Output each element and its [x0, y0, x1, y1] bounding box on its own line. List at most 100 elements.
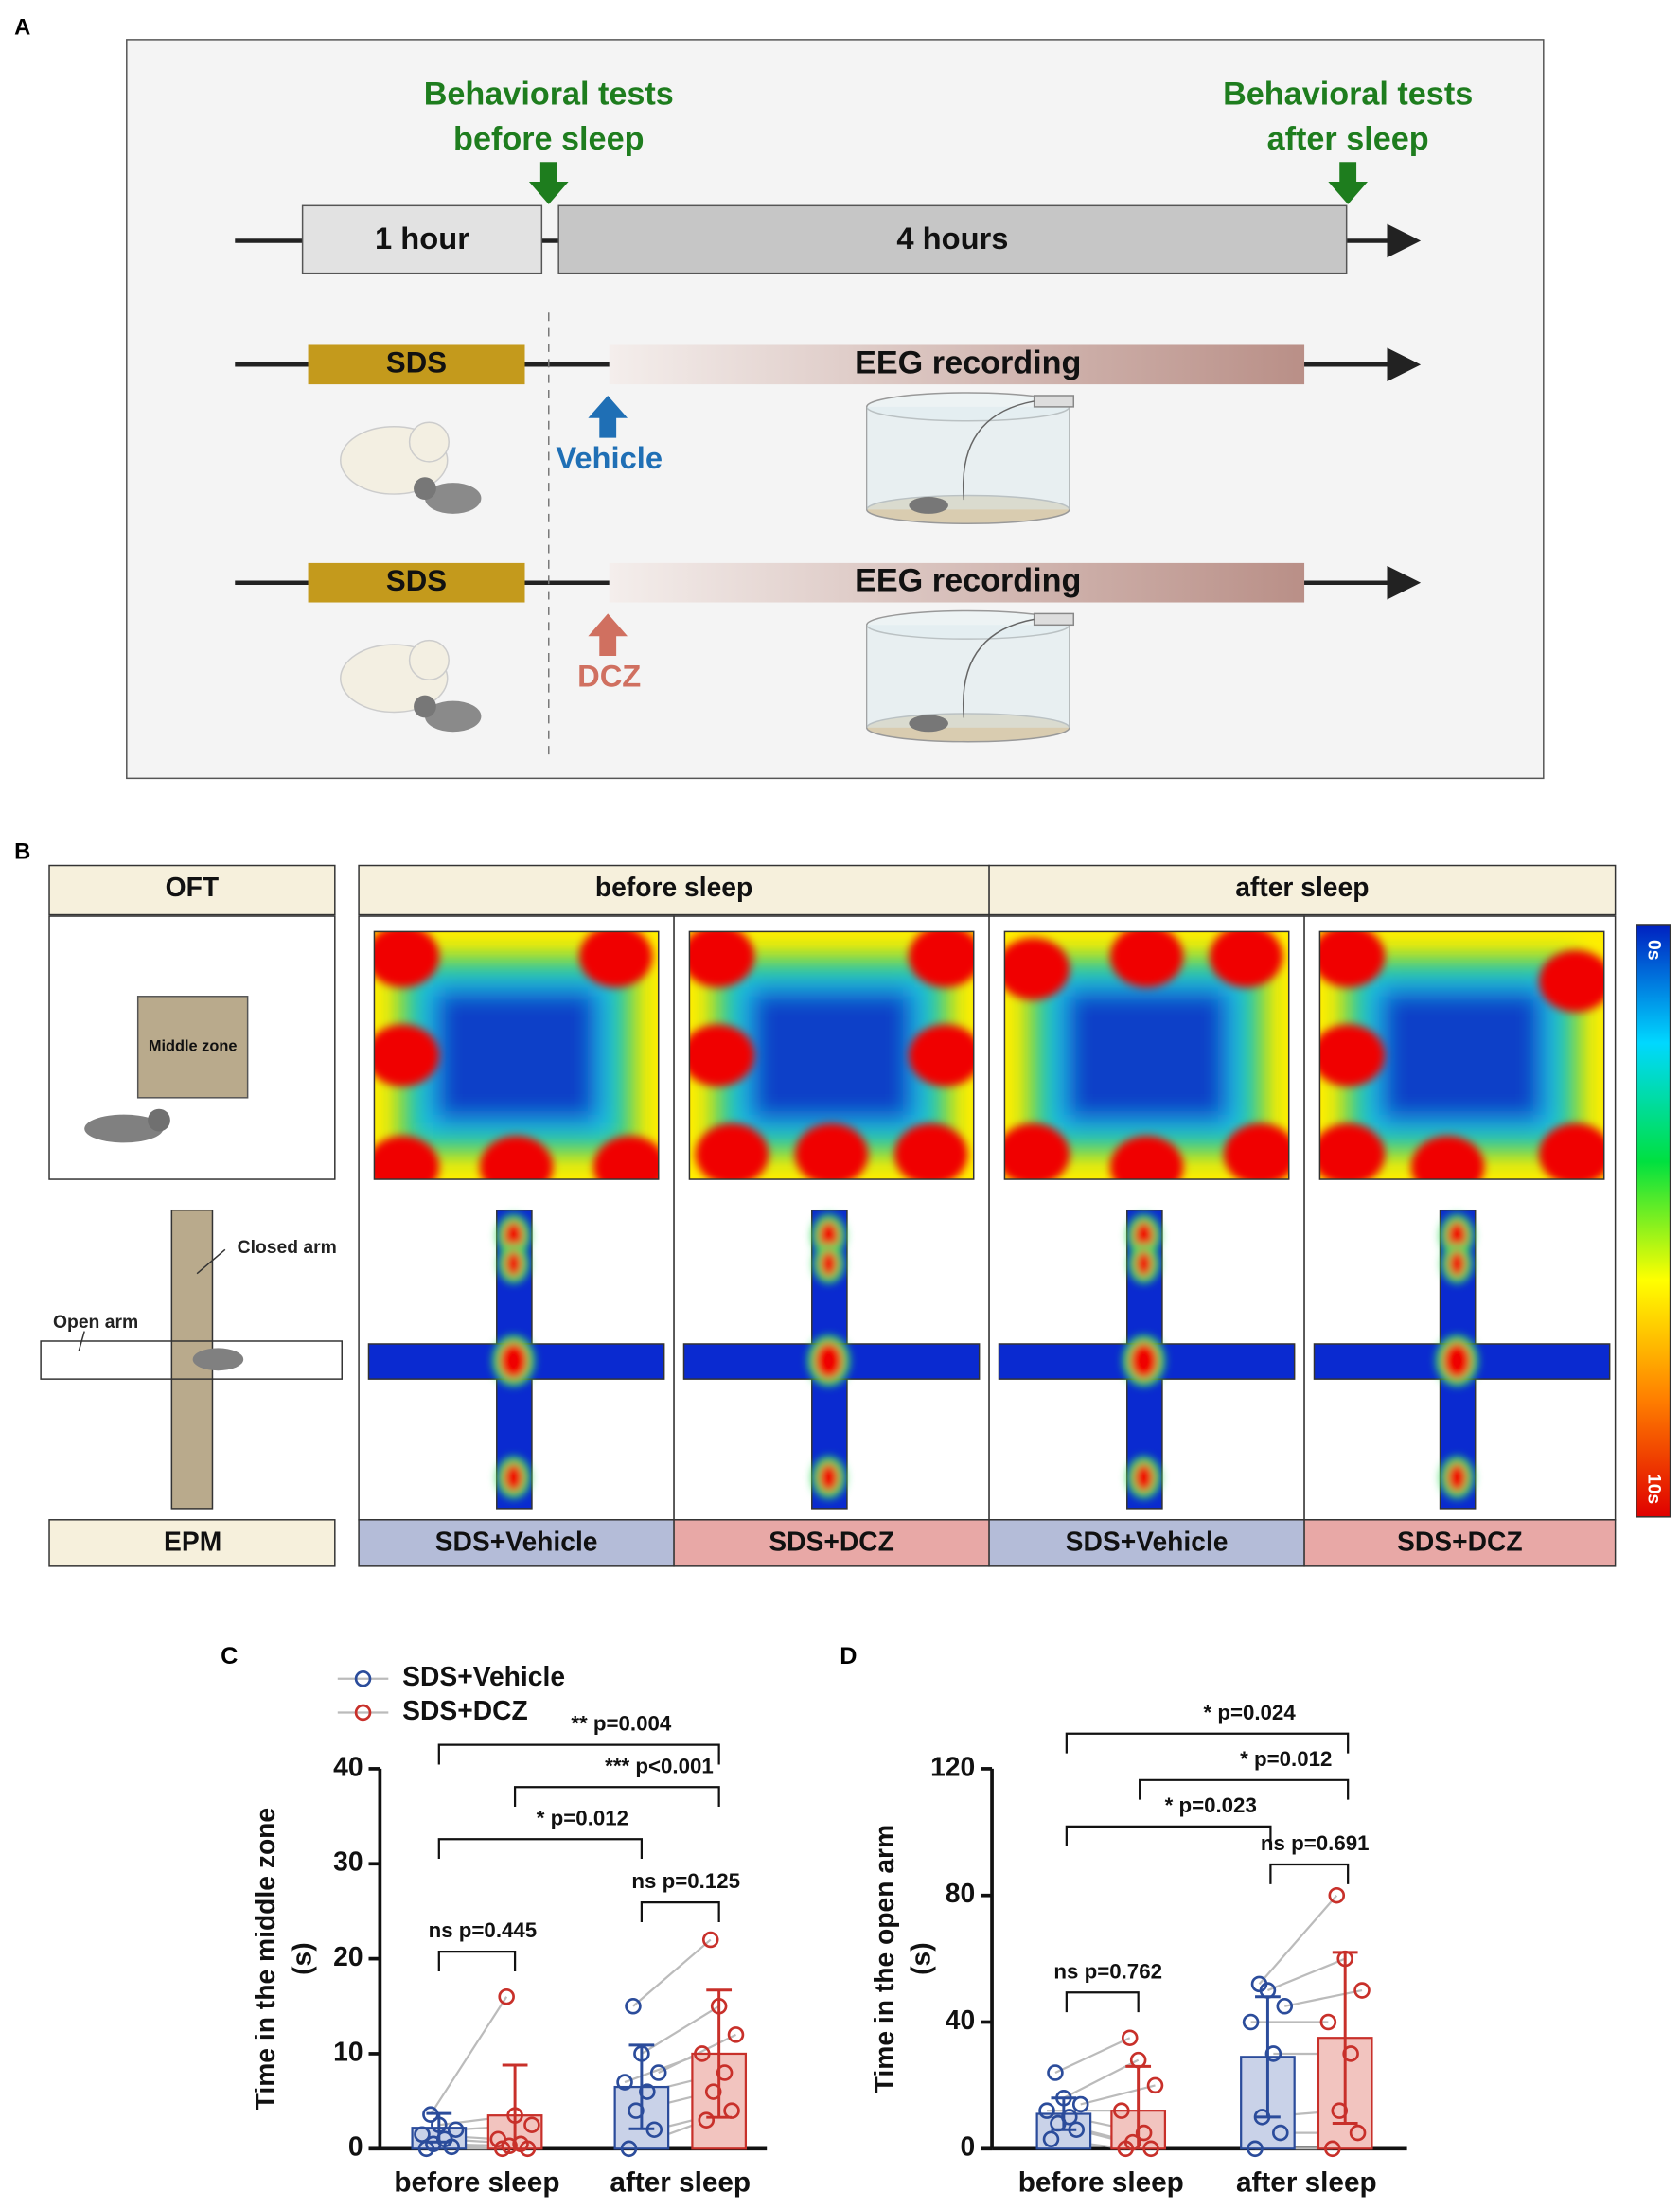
data-point — [710, 1998, 728, 2015]
label: SDS+Vehicle — [435, 1527, 598, 1557]
cage-icon — [962, 618, 1035, 718]
data-point — [1047, 2064, 1064, 2081]
label: after sleep — [610, 2166, 751, 2198]
mouse-icon — [414, 695, 436, 718]
label: 0s — [1644, 940, 1664, 960]
label: 4 hours — [896, 221, 1008, 256]
heat-blob — [1446, 1463, 1467, 1493]
data-point — [489, 2130, 507, 2148]
label: before sleep — [595, 872, 752, 902]
group-box — [988, 1519, 1305, 1567]
data-point — [1071, 2095, 1089, 2113]
data-point — [1055, 2090, 1072, 2107]
data-point — [1328, 1886, 1346, 1904]
data-point — [628, 2102, 645, 2119]
heat — [1345, 957, 1579, 1155]
data-point — [1242, 2013, 1260, 2031]
pair-line — [1284, 1988, 1363, 2007]
data-point — [1319, 2013, 1337, 2031]
heat — [1004, 931, 1289, 1180]
heat-blob — [819, 1463, 840, 1493]
pair-line — [1054, 2037, 1131, 2075]
heat-blob — [689, 1024, 755, 1086]
heat-blob — [374, 1024, 440, 1086]
label: EEG recording — [855, 563, 1081, 599]
significance-bracket — [1139, 1778, 1350, 1800]
data-point — [1038, 2102, 1055, 2119]
heat-blob — [1319, 1024, 1386, 1086]
heat-blob — [819, 1221, 840, 1250]
mouse-icon — [909, 497, 948, 514]
label: ** p=0.004 — [571, 1712, 672, 1736]
data-point — [414, 2126, 431, 2144]
data-point — [431, 2116, 448, 2133]
label: Open arm — [53, 1313, 138, 1333]
label: ns p=0.691 — [1261, 1831, 1370, 1855]
heat-blob — [1004, 937, 1070, 1000]
significance-bracket — [437, 1743, 720, 1765]
open-arm — [40, 1340, 343, 1380]
data-point — [1042, 2130, 1060, 2148]
header-box — [988, 864, 1617, 916]
data-point — [1142, 2140, 1159, 2158]
label: SDS+Vehicle — [1066, 1527, 1229, 1557]
label: before sleep — [394, 2166, 559, 2198]
data-point — [1264, 2045, 1282, 2062]
heat-blob — [374, 1136, 440, 1180]
data-point — [1276, 1998, 1294, 2015]
label: *** p<0.001 — [605, 1754, 714, 1777]
heat — [1319, 931, 1604, 1180]
epm-heat — [1436, 1214, 1478, 1499]
heat-blob — [479, 1136, 554, 1180]
mouse-icon — [192, 1348, 244, 1371]
heat-blob — [814, 1342, 843, 1380]
heatmap — [689, 931, 974, 1180]
heat-blob — [1539, 1123, 1604, 1180]
label: A — [14, 14, 30, 40]
label: after sleep — [1267, 121, 1429, 157]
data-point — [435, 2130, 453, 2148]
heat-blob — [695, 1123, 769, 1180]
data-point — [422, 2106, 439, 2123]
colorbar — [1636, 924, 1671, 1518]
significance-bracket — [437, 1838, 644, 1860]
data-point — [1324, 2140, 1341, 2158]
label: Middle zone — [149, 1038, 238, 1055]
heatmap — [1319, 931, 1604, 1180]
heat-blob — [1134, 1463, 1155, 1493]
label: C — [221, 1643, 238, 1669]
label: 0 — [348, 2131, 363, 2162]
label: * p=0.012 — [1240, 1747, 1332, 1771]
heat — [1063, 987, 1230, 1123]
label: 40 — [333, 1751, 363, 1781]
cage-icon — [866, 625, 1070, 728]
heat-frame — [688, 930, 975, 1180]
significance-bracket — [1269, 1863, 1350, 1884]
heat-blob — [894, 1123, 968, 1180]
label: 10s — [1644, 1474, 1664, 1504]
pair-line — [1267, 1957, 1346, 1992]
label: after sleep — [1236, 2166, 1377, 2198]
data-point — [1068, 2121, 1086, 2139]
heat-blob — [504, 1463, 524, 1493]
label: Behavioral tests — [424, 76, 674, 112]
label: DCZ — [577, 658, 641, 693]
label: after sleep — [1235, 872, 1369, 902]
label: Time in the middle zone — [250, 1808, 280, 2111]
heat-frame — [1003, 930, 1290, 1180]
heat-blob — [820, 1250, 838, 1277]
group-box — [48, 1519, 336, 1567]
label: * p=0.023 — [1165, 1793, 1257, 1817]
cage-icon — [1033, 612, 1075, 627]
mouse-icon — [424, 700, 482, 733]
sds-box — [308, 562, 525, 603]
data-point — [1135, 2124, 1153, 2142]
heat-blob — [1135, 1250, 1153, 1277]
data-point — [1146, 2076, 1164, 2094]
pair-line — [1258, 1894, 1338, 1986]
mouse-icon — [909, 715, 948, 733]
heat-blob — [1319, 931, 1386, 988]
data-point — [694, 2045, 711, 2062]
data-point — [523, 2116, 540, 2133]
